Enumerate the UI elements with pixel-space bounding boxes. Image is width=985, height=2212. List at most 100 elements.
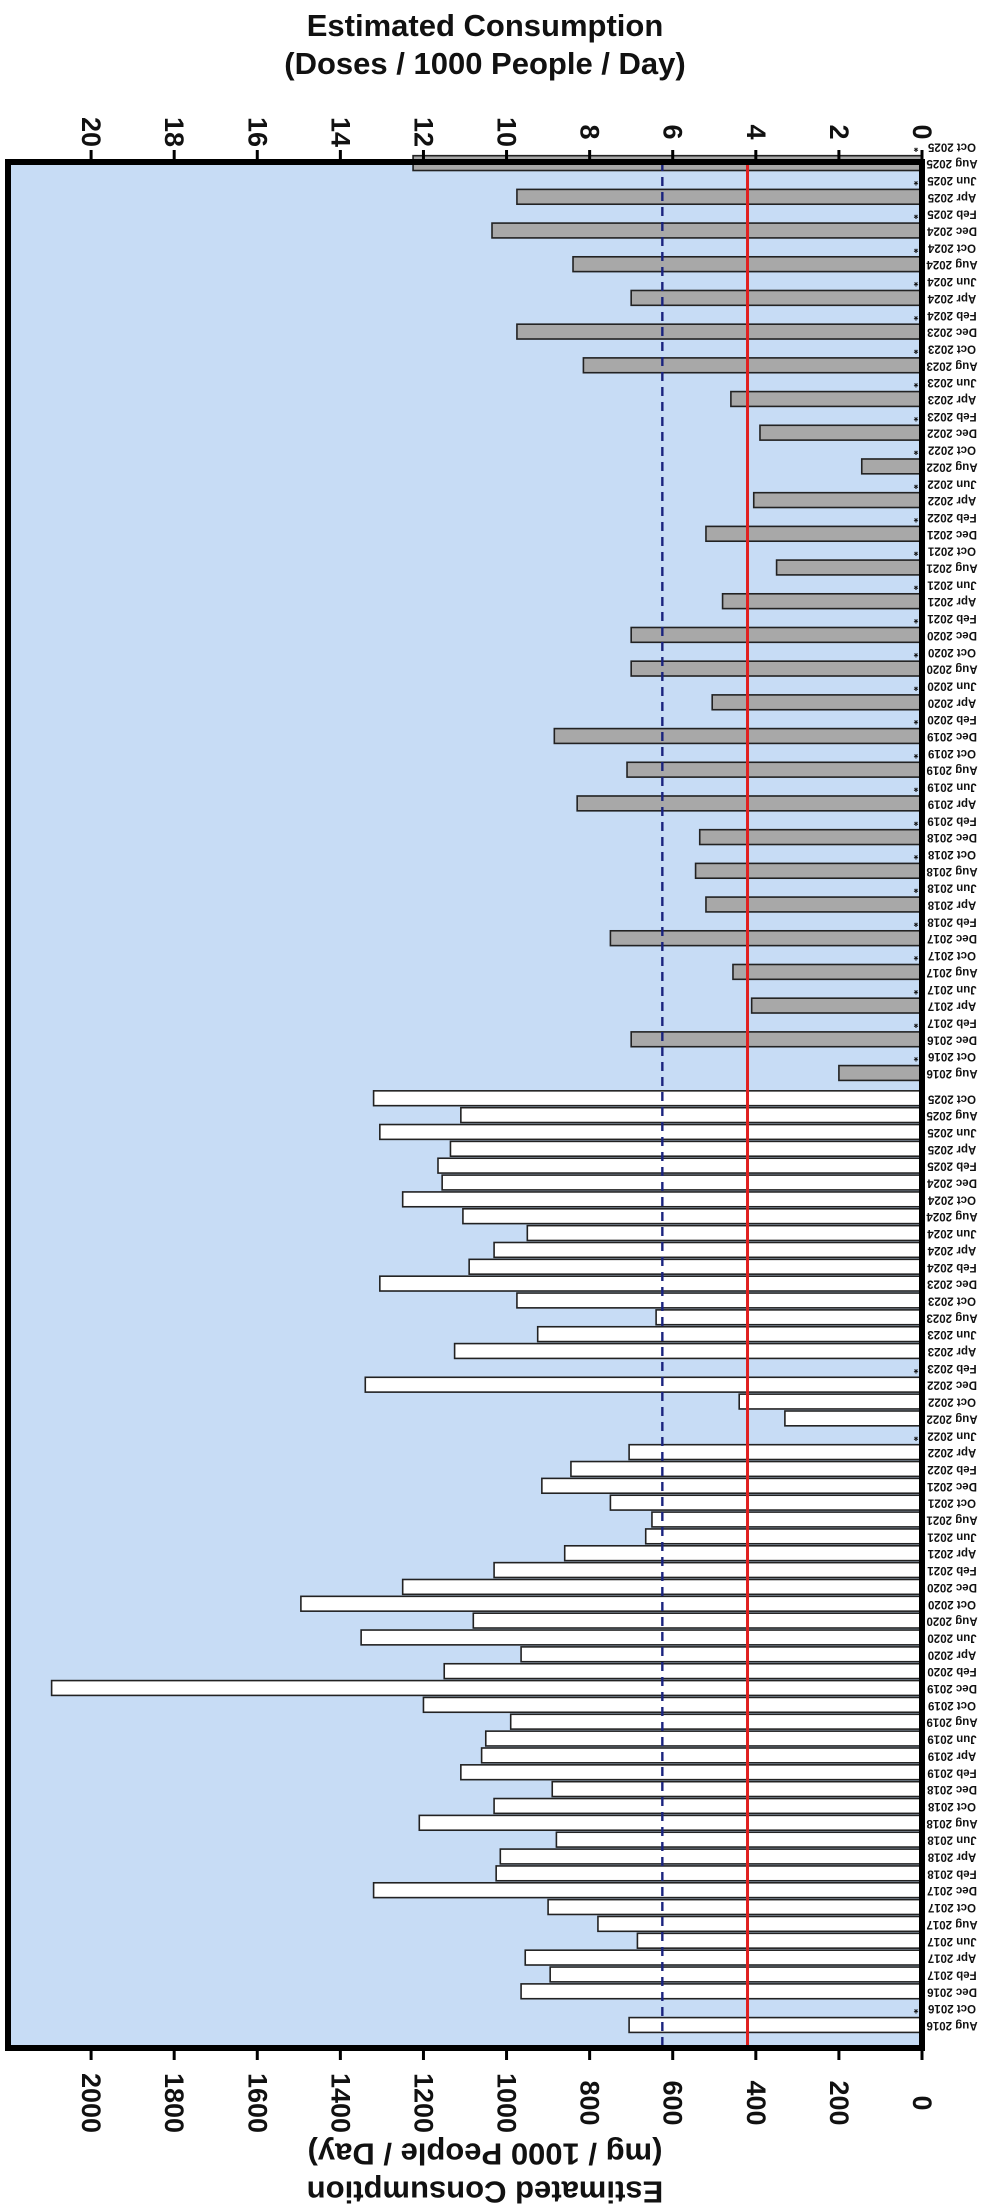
bottom-series-bar [460, 1106, 923, 1124]
bottom-series-bar [509, 1713, 923, 1730]
bottom-series-bar [449, 1140, 923, 1158]
bottom-axis-tick-label: 1400 [325, 2073, 355, 2133]
bottom-series-category-label: Jun 2024 [927, 1227, 977, 1239]
top-series-category-label: Dec 2019 [927, 730, 977, 742]
bottom-series-bar [493, 1797, 923, 1815]
bottom-axis-tick-label: 0 [907, 2095, 937, 2110]
bottom-series-bar [651, 1511, 923, 1528]
top-series-missing-marker: * [913, 174, 918, 186]
bottom-series-category-label: Oct 2019 [928, 1699, 976, 1711]
top-series-category-label: Oct 2020 [928, 646, 976, 658]
bottom-series-category-label: Apr 2020 [928, 1648, 977, 1660]
bottom-series-category-label: Jun 2021 [927, 1530, 977, 1542]
bottom-series-bar [443, 1662, 923, 1680]
bottom-axis-tick-label: 400 [741, 2080, 771, 2125]
bottom-series-category-label: Dec 2021 [926, 1480, 976, 1492]
bottom-axis-tick-label: 1800 [159, 2073, 189, 2133]
top-series-category-label: Aug 2025 [926, 157, 978, 169]
top-series-missing-marker: * [913, 309, 918, 321]
bottom-series-category-label: Feb 2025 [927, 1160, 977, 1172]
top-series-category-label: Aug 2016 [926, 1067, 977, 1079]
top-series-missing-marker: * [913, 713, 918, 725]
bottom-series-category-label: Dec 2016 [927, 1985, 977, 1997]
bottom-series-bar [468, 1258, 923, 1275]
top-series-missing-marker: * [913, 241, 918, 253]
bottom-series-category-label: Oct 2024 [927, 1193, 976, 1205]
top-series-missing-marker: * [913, 814, 918, 826]
bottom-series-bar [453, 1342, 923, 1360]
top-series-missing-marker: * [913, 208, 918, 220]
bottom-series-bar [520, 1646, 923, 1663]
bottom-series-category-label: Feb 2020 [927, 1665, 976, 1677]
top-series-missing-marker: * [913, 444, 918, 456]
top-axis-tick-label: 0 [907, 124, 937, 139]
bottom-series-category-label: Aug 2016 [926, 2019, 977, 2031]
bottom-series-bar [372, 1881, 923, 1899]
top-series-category-label: Dec 2023 [927, 326, 977, 338]
top-series-category-label: Apr 2017 [928, 1000, 977, 1012]
bottom-series-category-label: Dec 2017 [927, 1884, 977, 1896]
bottom-series-category-label: Feb 2018 [927, 1867, 977, 1879]
bottom-series-bar [441, 1174, 923, 1191]
bottom-series-bar [418, 1814, 923, 1832]
bottom-series-category-label: Oct 2023 [928, 1294, 976, 1306]
top-series-category-label: Feb 2020 [927, 713, 976, 725]
bottom-series-bar [372, 1090, 923, 1107]
top-series-category-label: Dec 2018 [926, 831, 976, 843]
top-series-bar [750, 997, 923, 1014]
bottom-series-category-label: Aug 2020 [926, 1615, 977, 1627]
bottom-series-bar [547, 1898, 923, 1916]
top-series-category-label: Dec 2024 [926, 225, 976, 237]
top-series-category-label: Apr 2023 [928, 393, 977, 405]
bottom-series-category-label: Apr 2019 [928, 1749, 977, 1761]
bottom-series-category-label: Feb 2023 [927, 1362, 976, 1374]
top-axis-tick-label: 4 [741, 124, 771, 139]
bottom-axis-tick-label: 200 [824, 2080, 854, 2125]
top-series-bar [626, 761, 923, 778]
bottom-series-category-label: Jun 2019 [927, 1733, 976, 1745]
bottom-series-bar [609, 1494, 923, 1511]
bottom-series-category-label: Oct 2016 [928, 2002, 976, 2014]
bottom-series-category-label: Dec 2019 [927, 1682, 977, 1694]
top-series-missing-marker: * [913, 275, 918, 287]
bottom-series-category-label: Oct 2025 [927, 1092, 976, 1104]
bottom-series-bar [495, 1865, 923, 1882]
bottom-series-bar [628, 1443, 923, 1461]
top-series-category-label: Feb 2017 [927, 1016, 976, 1028]
bottom-series-category-label: Dec 2024 [926, 1177, 976, 1189]
bottom-series-bar [524, 1949, 923, 1966]
top-series-missing-marker: * [913, 578, 918, 590]
top-series-bar [721, 592, 923, 610]
top-series-bar [630, 660, 923, 677]
top-series-missing-marker: * [913, 410, 918, 422]
top-series-bar [516, 188, 923, 206]
bottom-axis-tick-label: 1000 [492, 2073, 522, 2133]
top-series-category-label: Dec 2022 [927, 427, 977, 439]
bottom-series-category-label: Aug 2019 [926, 1716, 977, 1728]
top-axis-title: (Doses / 1000 People / Day) [284, 46, 685, 81]
bottom-series-category-label: Apr 2025 [927, 1143, 976, 1155]
top-series-bar [711, 694, 923, 711]
bottom-series-bar [422, 1696, 923, 1714]
bottom-series-bar [549, 1966, 923, 1983]
top-series-bar [860, 458, 923, 475]
top-series-missing-marker: * [913, 848, 918, 860]
top-series-category-label: Oct 2017 [928, 949, 976, 961]
bottom-axis-tick-label: 800 [575, 2080, 605, 2125]
top-series-bar [705, 525, 923, 543]
bottom-series-bar [738, 1393, 923, 1410]
bottom-series-bar [50, 1679, 923, 1697]
bottom-series-category-label: Apr 2022 [928, 1446, 977, 1458]
bottom-axis-tick-label: 2000 [76, 2073, 106, 2133]
top-series-category-label: Aug 2023 [926, 359, 977, 371]
top-series-missing-marker: * [913, 342, 918, 354]
bottom-series-category-label: Aug 2025 [926, 1109, 978, 1121]
top-series-category-label: Feb 2021 [927, 612, 977, 624]
bottom-series-bar [300, 1595, 923, 1612]
bottom-axis-tick-label: 1600 [242, 2073, 272, 2133]
top-series-category-label: Dec 2017 [927, 932, 977, 944]
bottom-series-category-label: Oct 2022 [928, 1396, 976, 1408]
bottom-series-category-label: Feb 2019 [927, 1766, 976, 1778]
bottom-series-bar [636, 1932, 923, 1949]
top-series-category-label: Aug 2024 [926, 258, 978, 270]
